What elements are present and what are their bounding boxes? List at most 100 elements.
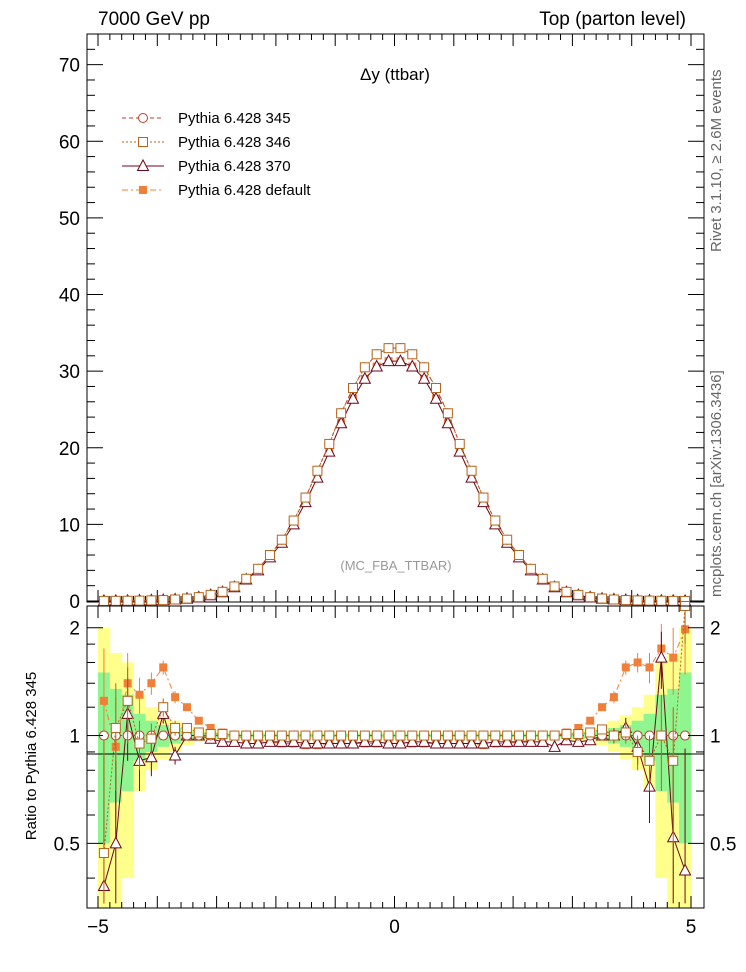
data-point (478, 492, 489, 503)
ratio-point (536, 734, 550, 747)
legend-item: Pythia 6.428 370 (122, 158, 291, 175)
ratio-point (170, 722, 181, 733)
y-tick-label: 20 (59, 439, 80, 460)
legend-item: Pythia 6.428 346 (122, 134, 291, 151)
y-tick-label: 30 (59, 362, 80, 383)
ratio-point (574, 723, 583, 732)
ratio-point (525, 730, 536, 741)
ratio-point (334, 736, 348, 749)
analysis-label: (MC_FBA_TTBAR) (340, 558, 451, 573)
ratio-point (193, 727, 204, 738)
data-point (585, 592, 596, 603)
data-point (454, 438, 465, 449)
data-point (382, 354, 395, 367)
ratio-y-tick-label: 1 (69, 727, 80, 748)
energy-label: 7000 GeV pp (98, 9, 210, 30)
data-point (241, 573, 252, 584)
data-point (217, 586, 228, 597)
data-point (442, 408, 453, 419)
ratio-point (655, 650, 668, 663)
ratio-point (572, 734, 585, 747)
source-label: mcplots.cern.ch [arXiv:1306.3436] (708, 370, 725, 597)
data-point (347, 382, 358, 393)
ratio-point (609, 693, 618, 702)
ratio-point (159, 663, 168, 672)
ratio-point (275, 734, 289, 747)
ratio-point (264, 730, 275, 741)
ratio-point (263, 734, 277, 747)
data-point (334, 416, 348, 429)
ratio-point (395, 730, 406, 741)
main-axis-ticks: 0 10 20 30 40 50 60 70 (59, 33, 704, 613)
data-point (110, 595, 121, 606)
ratio-point (370, 734, 384, 747)
data-point (549, 581, 560, 592)
ratio-point (598, 703, 607, 712)
data-point (537, 573, 548, 584)
data-point (668, 595, 679, 606)
data-point (134, 595, 145, 606)
data-point (597, 593, 608, 604)
data-point (525, 563, 536, 574)
ratio-point (608, 730, 619, 741)
data-point (205, 589, 216, 600)
ratio-series (97, 601, 692, 904)
legend: Pythia 6.428 345 Pythia 6.428 346 Pythia 6… (122, 110, 311, 199)
ratio-point (524, 734, 538, 747)
ratio-ylabel: Ratio to Pythia 6.428 345 (23, 672, 40, 840)
ratio-point (419, 730, 430, 741)
ratio-y-tick-label: 0.5 (54, 834, 80, 855)
ratio-point (145, 750, 158, 763)
ratio-point (537, 730, 548, 741)
ratio-point (668, 755, 679, 766)
ratio-point (429, 736, 443, 749)
ratio-point (109, 836, 123, 849)
ratio-point (98, 847, 109, 858)
ratio-point (146, 733, 157, 744)
process-label: Top (parton level) (539, 9, 686, 30)
data-point (288, 515, 299, 526)
data-point (158, 595, 169, 606)
main-series (97, 343, 692, 606)
ratio-point (158, 730, 169, 741)
ratio-point (466, 730, 477, 741)
y-tick-label: 60 (59, 132, 80, 153)
ratio-point (134, 738, 145, 749)
data-point (441, 416, 455, 429)
ratio-point (229, 730, 240, 741)
ratio-point (287, 734, 301, 747)
ratio-point (182, 703, 191, 712)
ratio-point (514, 730, 525, 741)
ratio-point (621, 663, 630, 672)
data-point (146, 595, 157, 606)
legend-marker (138, 113, 148, 123)
legend-marker (136, 158, 150, 171)
data-point (405, 359, 419, 372)
legend-marker (138, 137, 148, 147)
data-point (431, 382, 442, 393)
ratio-point (324, 730, 335, 741)
data-point (561, 586, 572, 597)
ratio-uncertainty-bands (98, 627, 692, 908)
data-point (170, 594, 181, 605)
ratio-point (548, 739, 561, 752)
data-point (358, 371, 372, 384)
ratio-point (358, 734, 372, 747)
legend-item: Pythia 6.428 default (122, 182, 311, 199)
legend-label: Pythia 6.428 370 (178, 158, 291, 175)
ratio-point (586, 716, 595, 725)
ratio-frame (86, 605, 705, 909)
y-tick-label: 70 (59, 56, 80, 77)
ratio-point (276, 730, 287, 741)
ratio-point (382, 736, 395, 749)
data-point (300, 492, 311, 503)
ratio-point (394, 736, 407, 749)
data-point (312, 465, 323, 476)
ratio-point (241, 730, 252, 741)
chart-title: Δy (ttbar) (360, 65, 430, 84)
data-point (407, 349, 418, 360)
ratio-point (405, 734, 419, 747)
ratio-point (147, 679, 156, 688)
y-tick-label: 10 (59, 515, 80, 536)
data-point (573, 589, 584, 600)
